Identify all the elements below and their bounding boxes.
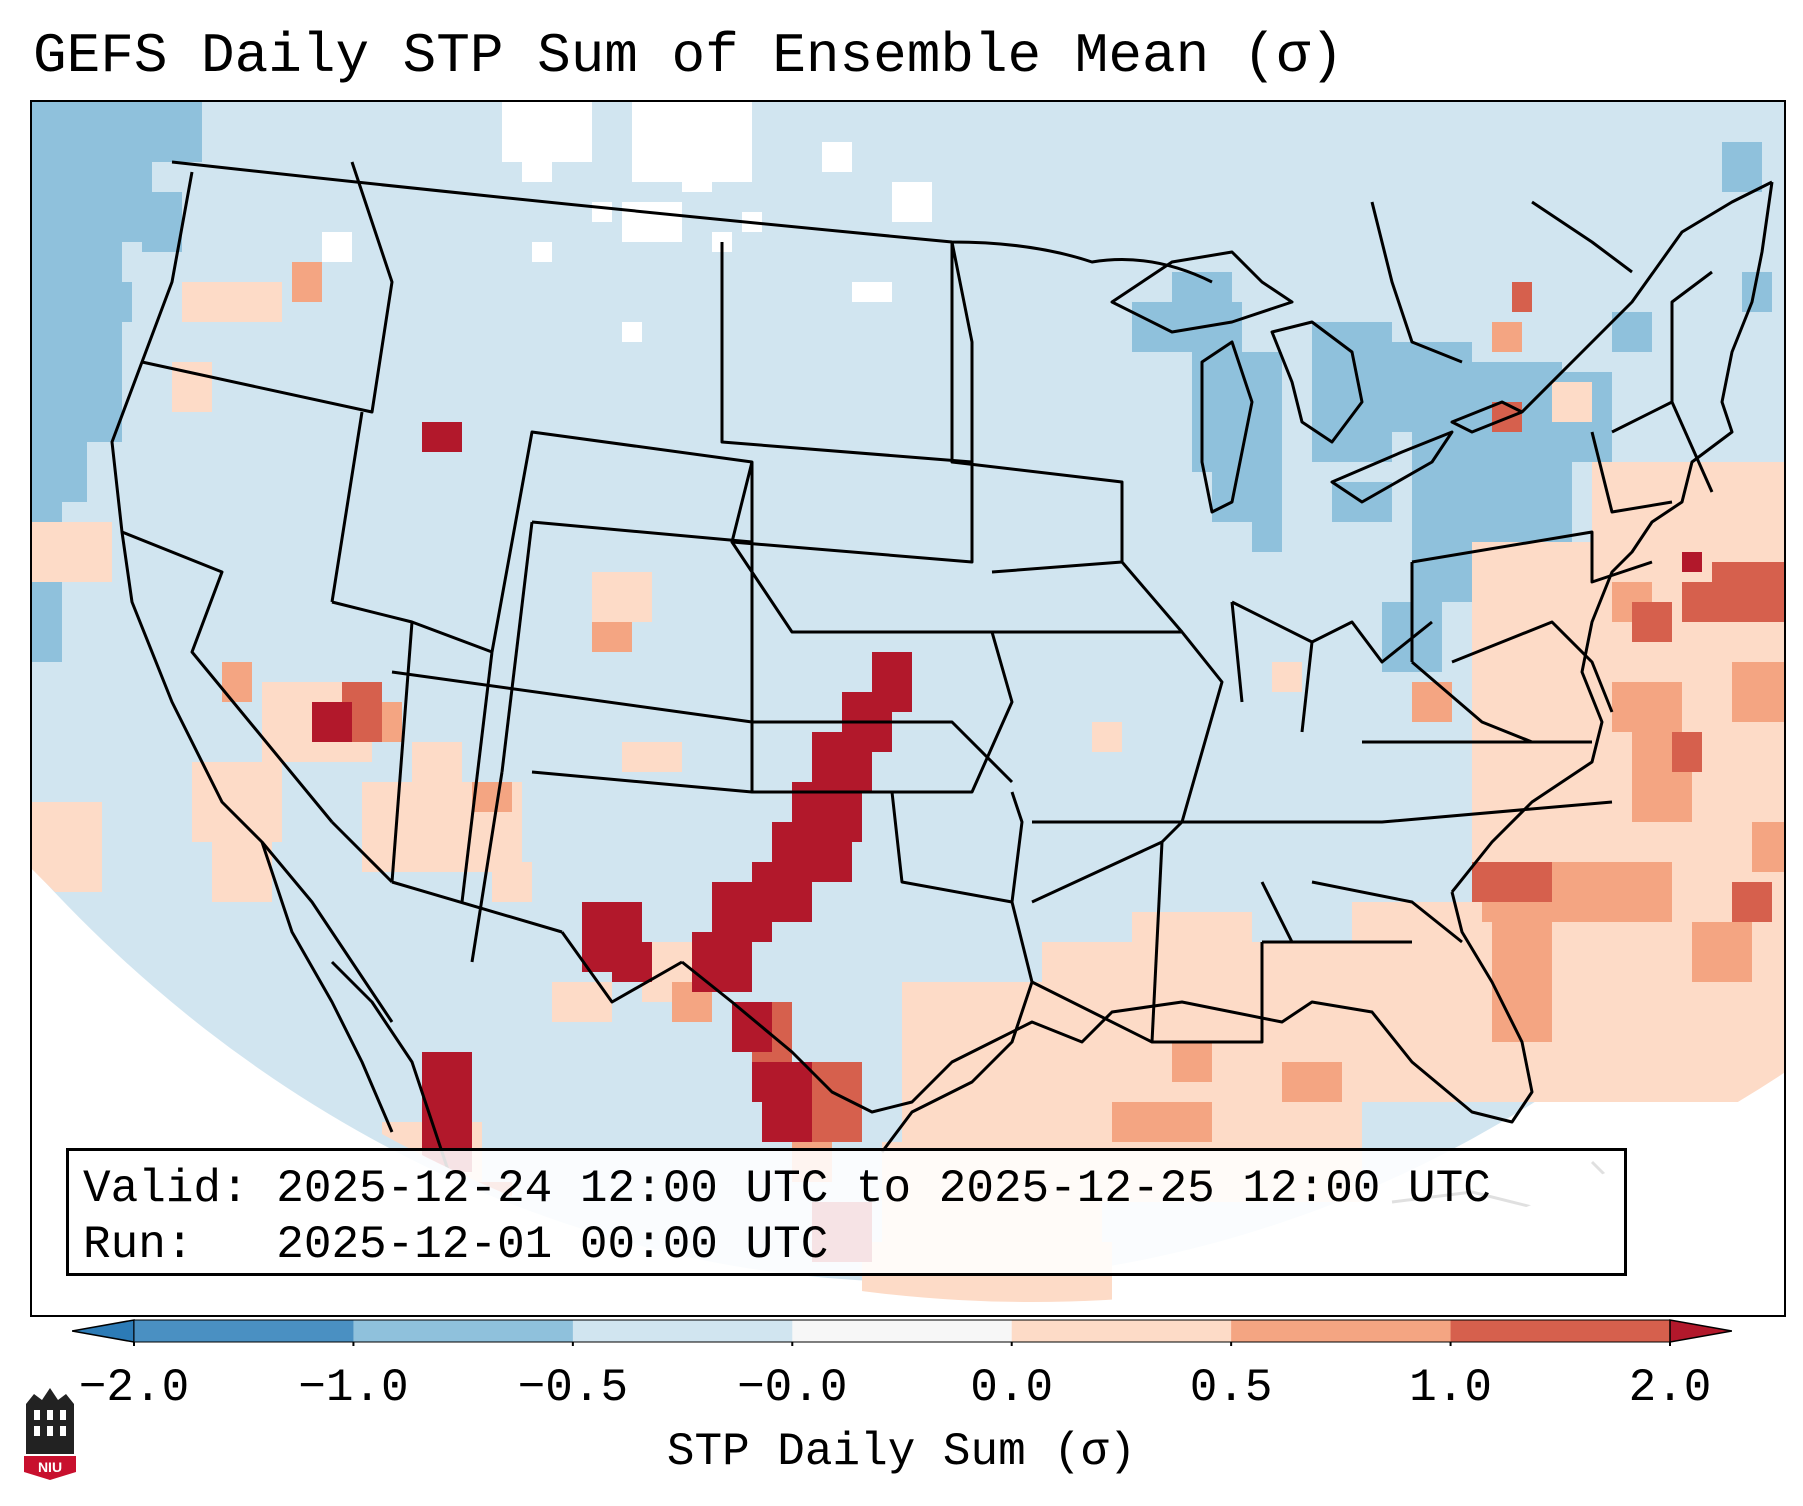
niu-logo: NIU (24, 1388, 76, 1480)
valid-time-text: Valid: 2025-12-24 12:00 UTC to 2025-12-2… (83, 1163, 1491, 1215)
colorbar-bin (792, 1320, 1013, 1342)
colorbar-tick-label: −2.0 (78, 1362, 190, 1414)
map-svg (32, 102, 1784, 1315)
colorbar-bin (572, 1320, 793, 1342)
colorbar-svg (71, 1319, 1733, 1346)
colorbar-tick-label: −0.0 (737, 1362, 848, 1414)
projection-edge-right (1532, 1242, 1784, 1315)
colorbar-extend-high (1669, 1319, 1733, 1343)
colorbar-bin (353, 1320, 574, 1342)
neutral-patches-north (322, 102, 932, 342)
colorbar-bin (1450, 1320, 1671, 1342)
colorbar-tick-label: 0.0 (970, 1362, 1054, 1414)
colorbar-tick-label: −1.0 (298, 1362, 409, 1414)
run-time-text: Run: 2025-12-01 00:00 UTC (83, 1219, 829, 1271)
projection-edge (32, 1292, 932, 1315)
negative-anomaly-pacific (32, 102, 202, 662)
colorbar-bin (134, 1320, 354, 1342)
colorbar-tick-label: 1.0 (1409, 1362, 1492, 1414)
colorbar-outline (133, 1319, 1671, 1343)
map-panel (30, 100, 1786, 1317)
colorbar-label: STP Daily Sum (σ) (666, 1426, 1137, 1478)
colorbar-tick-label: 2.0 (1628, 1362, 1712, 1414)
colorbar-tick-label: −0.5 (517, 1362, 629, 1414)
colorbar-bin (1011, 1320, 1232, 1342)
coastlines (260, 180, 1774, 1274)
colorbar-bin (1231, 1320, 1452, 1342)
valid-run-info-box: Valid: 2025-12-24 12:00 UTC to 2025-12-2… (66, 1148, 1627, 1276)
chart-title: GEFS Daily STP Sum of Ensemble Mean (σ) (33, 24, 1344, 88)
colorbar-extend-low (71, 1319, 135, 1343)
state-boundaries (110, 160, 1714, 1153)
colorbar (71, 1316, 1733, 1346)
niu-logo-text: NIU (38, 1459, 62, 1475)
colorbar-tick-label: 0.5 (1189, 1362, 1273, 1414)
